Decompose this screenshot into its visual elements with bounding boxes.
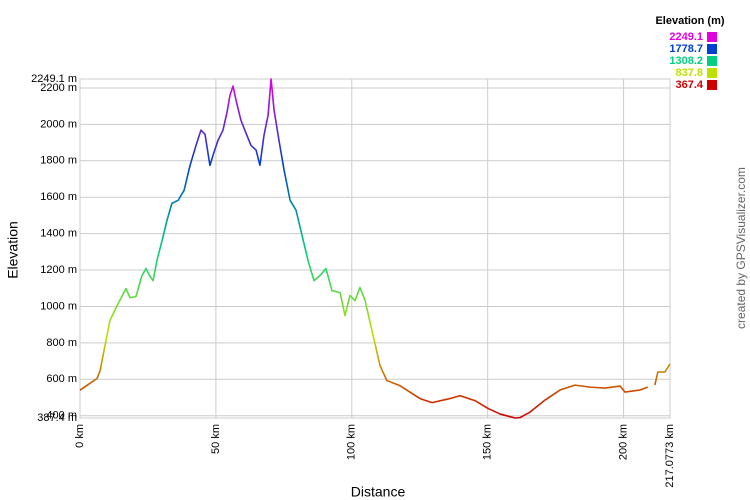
x-tick-label: 217.0773 km	[664, 424, 676, 488]
y-tick-label: 1800 m	[40, 155, 77, 167]
x-tick-label: 200 km	[617, 424, 629, 460]
x-tick-label: 100 km	[346, 424, 358, 460]
y-tick-label: 2000 m	[40, 118, 77, 130]
y-tick-label: 2200 m	[40, 82, 77, 94]
y-tick-label: 2249.1 m	[31, 73, 77, 85]
x-tick-label: 50 km	[210, 424, 222, 454]
legend-label: 2249.1	[669, 31, 703, 43]
legend-title: Elevation (m)	[655, 15, 724, 27]
y-tick-label: 1600 m	[40, 191, 77, 203]
legend-label: 1308.2	[669, 55, 703, 67]
y-tick-label: 1200 m	[40, 264, 77, 276]
legend-swatch	[707, 80, 717, 90]
y-axis-title: Elevation	[5, 221, 21, 279]
legend-swatch	[707, 56, 717, 66]
y-tick-label: 600 m	[46, 373, 77, 385]
legend-label: 367.4	[675, 79, 703, 91]
credit: created by GPSVisualizer.com	[734, 167, 748, 329]
legend-swatch	[707, 44, 717, 54]
legend-label: 837.8	[675, 67, 703, 79]
legend-swatch	[707, 68, 717, 78]
y-tick-label: 387.4 m	[37, 412, 77, 424]
y-tick-label: 400 m	[46, 410, 77, 422]
x-axis-title: Distance	[351, 484, 406, 500]
x-tick-label: 0 km	[74, 424, 86, 448]
legend-swatch	[707, 32, 717, 42]
elevation-line	[79, 78, 671, 419]
y-tick-label: 1000 m	[40, 300, 77, 312]
x-tick-label: 150 km	[482, 424, 494, 460]
y-tick-label: 1400 m	[40, 228, 77, 240]
y-tick-label: 800 m	[46, 337, 77, 349]
legend-label: 1778.7	[669, 43, 703, 55]
plot-frame	[79, 78, 671, 419]
